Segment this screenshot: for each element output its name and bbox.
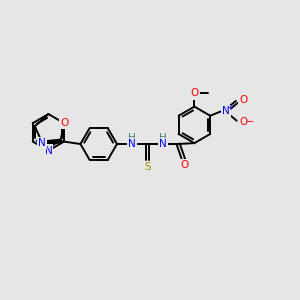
Text: N: N — [44, 146, 52, 156]
Text: +: + — [226, 103, 233, 112]
Text: N: N — [38, 138, 46, 148]
Text: O: O — [239, 117, 247, 127]
Text: O: O — [190, 88, 199, 98]
Text: N: N — [128, 139, 136, 149]
Text: S: S — [144, 162, 151, 172]
Text: O: O — [239, 95, 247, 105]
Text: O: O — [181, 160, 189, 170]
Text: O: O — [60, 118, 68, 128]
Text: −: − — [246, 117, 254, 127]
Text: H: H — [128, 133, 136, 142]
Text: N: N — [159, 139, 167, 149]
Text: H: H — [159, 133, 167, 142]
Text: N: N — [222, 106, 230, 116]
